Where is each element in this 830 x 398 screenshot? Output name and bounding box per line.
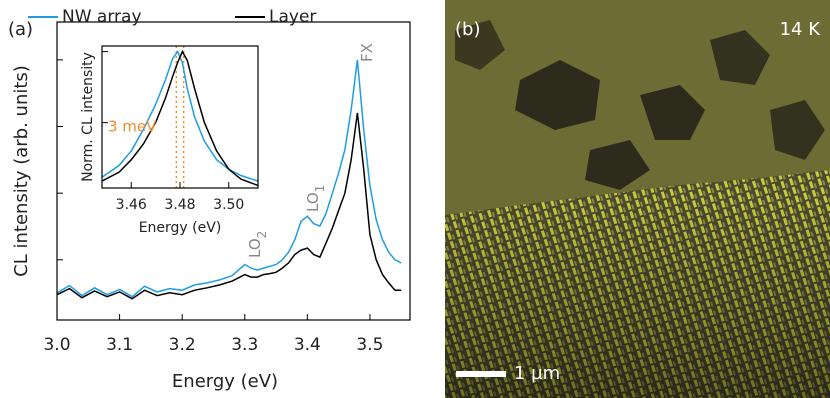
peak-label-text: LO [304,192,322,212]
peak-label: LO1 [304,185,327,212]
peak-label: FX [358,43,376,62]
legend-label: Layer [269,7,316,27]
series-line [56,59,402,298]
series-line [56,112,402,300]
temperature-label: 14 K [780,19,822,40]
x-tick-label: 3.0 [43,335,70,355]
y-axis-label: CL intensity (arb. units) [11,65,32,277]
x-tick-label: 3.2 [169,335,196,355]
scale-bar-label: 1 µm [514,363,560,384]
x-tick-label: 3.4 [294,335,321,355]
x-tick-label: 3.48 [164,197,195,213]
legend-label: NW array [62,7,142,27]
inset-area [102,46,258,188]
peak-label-text: LO [246,238,264,258]
peak-label-text: FX [358,43,376,62]
x-tick-label: 3.5 [356,335,383,355]
y-axis-label: Norm. CL intensity [80,52,96,182]
sem-image [445,0,830,398]
scale-bar [456,371,506,377]
panel-label: (b) [455,19,480,40]
x-axis-label: Energy (eV) [139,220,222,236]
x-tick-label: 3.1 [106,335,133,355]
x-tick-label: 3.50 [213,197,244,213]
inset-annotation: 3 meV [108,118,157,136]
peak-label-sub: 1 [313,185,327,193]
x-tick-label: 3.46 [116,197,147,213]
peak-label-sub: 2 [255,231,269,239]
peak-label: LO2 [246,231,269,258]
x-tick-label: 3.3 [231,335,258,355]
x-axis-label: Energy (eV) [172,371,278,392]
panel-label: (a) [8,19,33,40]
series-line [101,49,259,187]
axes-frame [56,21,411,321]
